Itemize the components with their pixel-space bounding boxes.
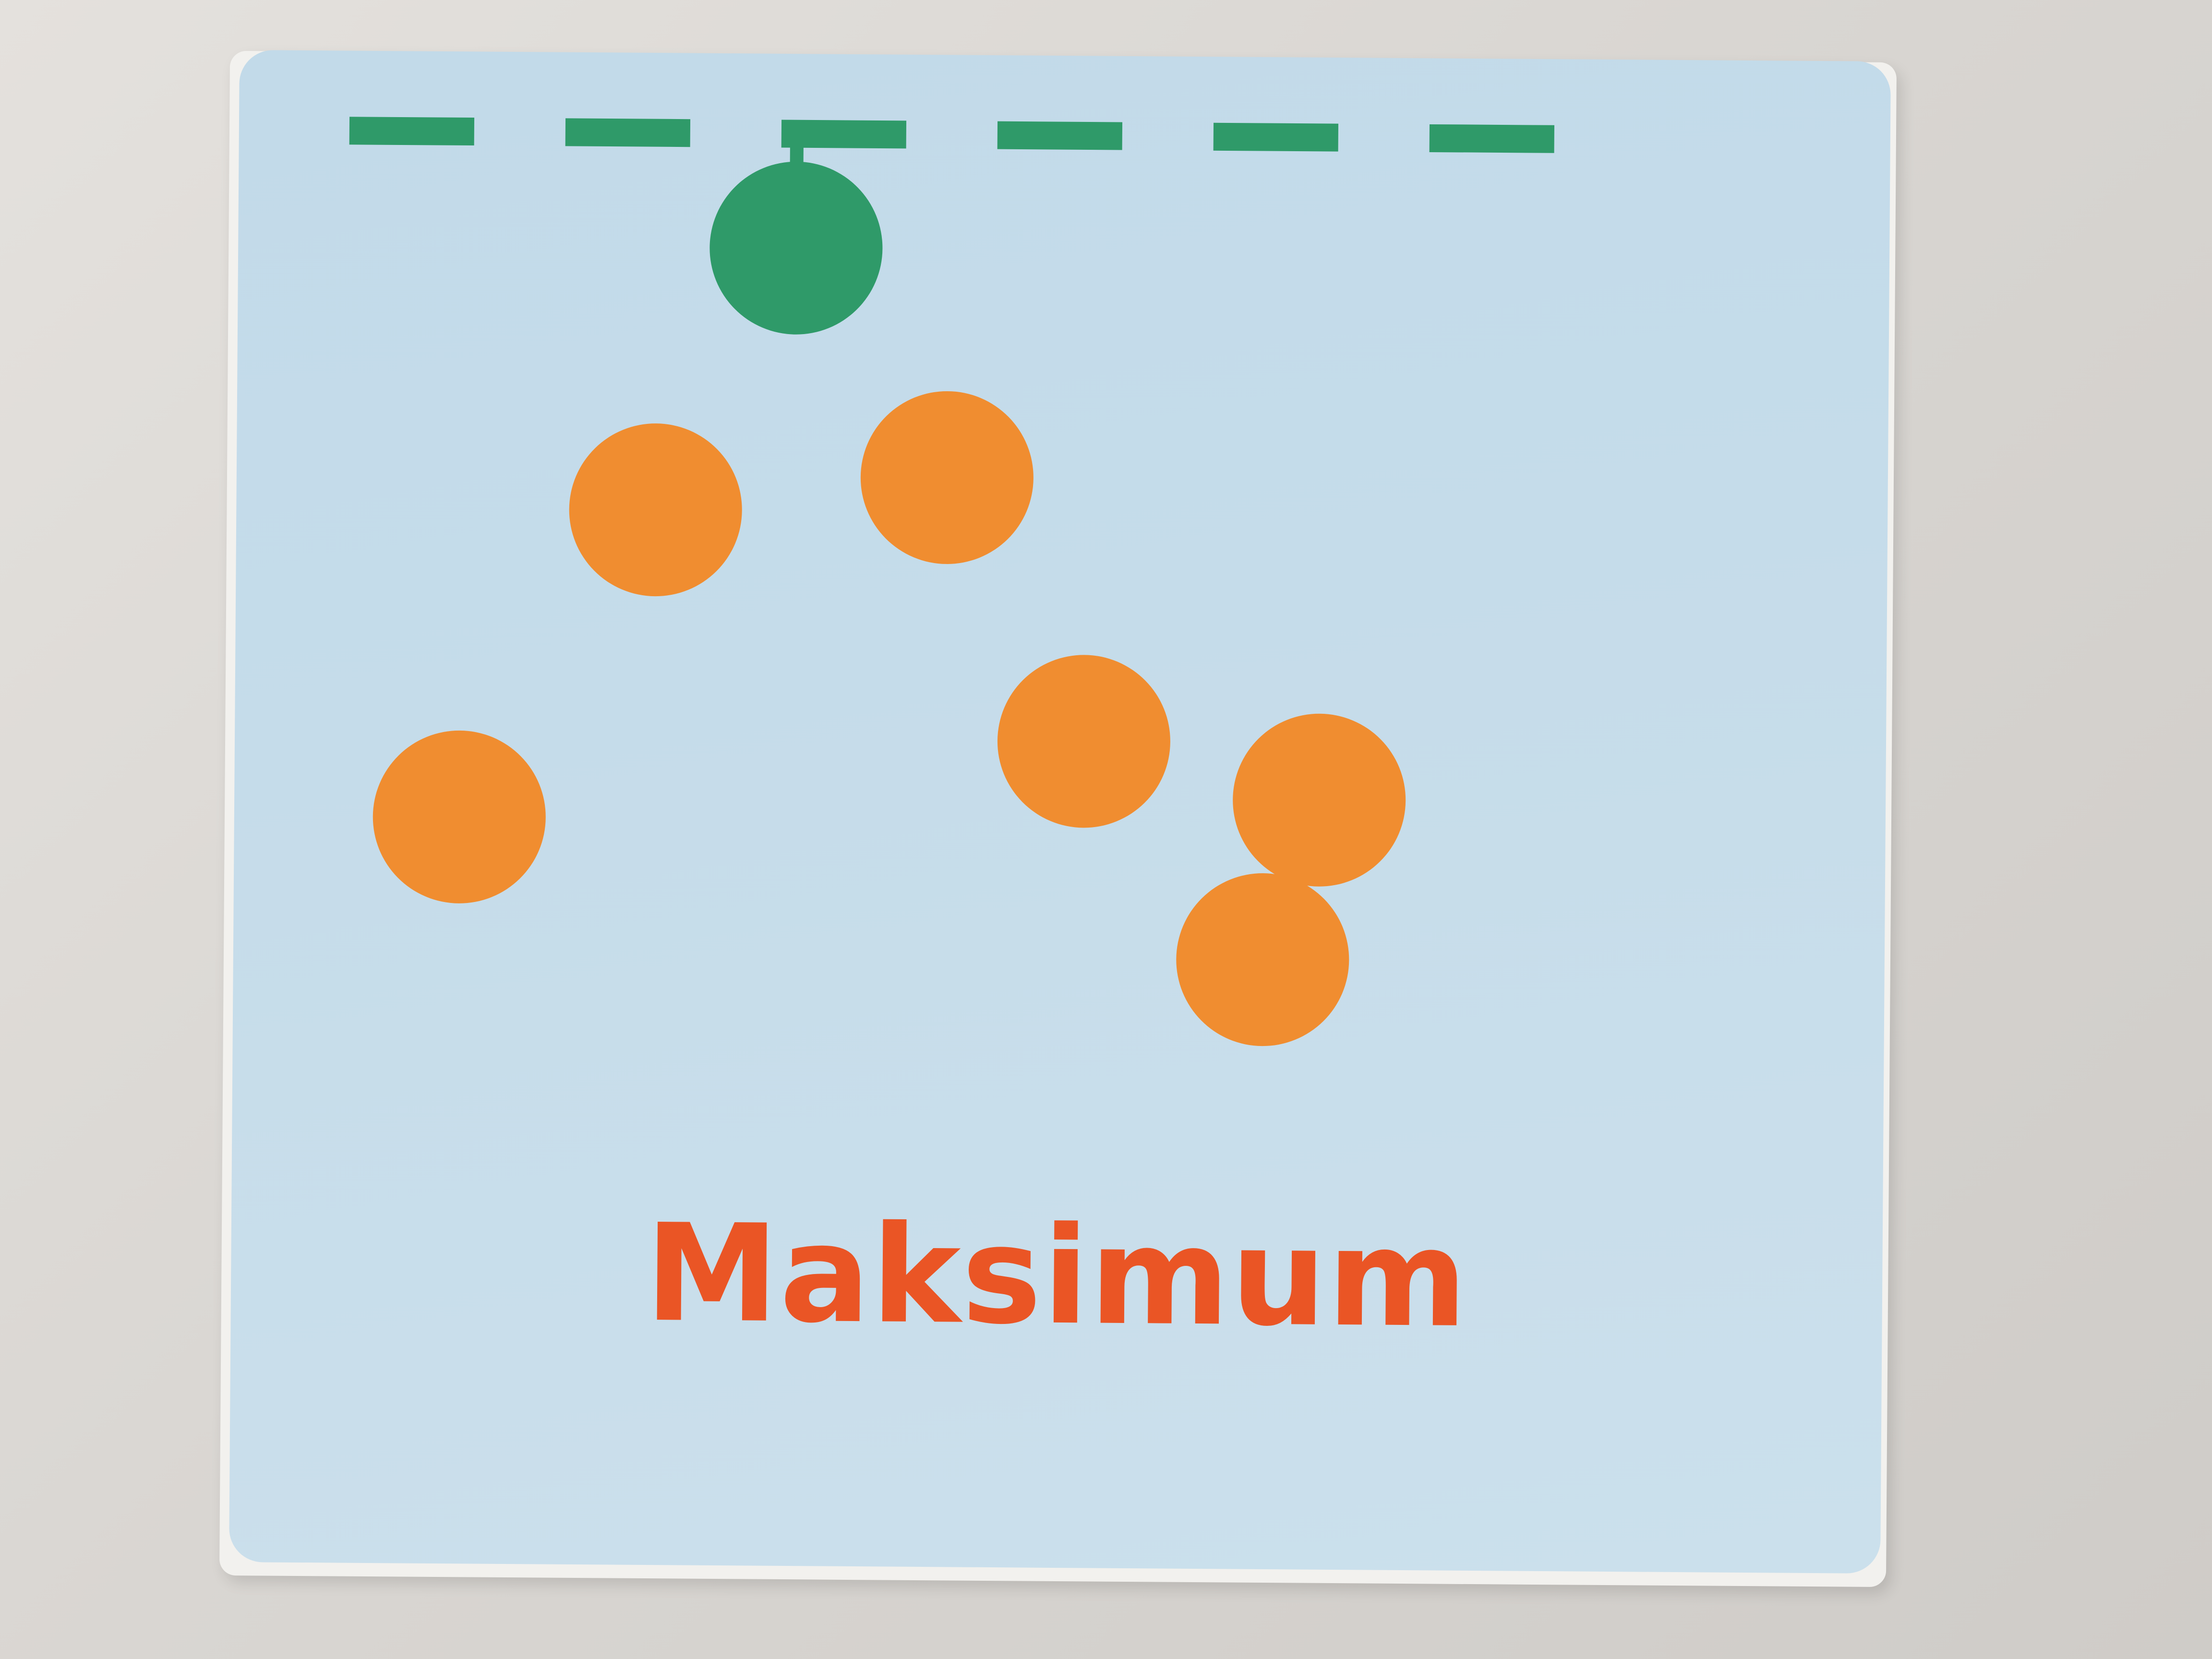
dot-diagram — [349, 117, 1584, 1046]
data-dot-4 — [860, 391, 1034, 564]
card-caption: Maksimum — [644, 1195, 1469, 1358]
maksimum-card: Maksimum — [229, 50, 1891, 1574]
data-dot-5 — [997, 655, 1170, 828]
dashed-line — [349, 117, 1584, 154]
data-dot-1 — [373, 730, 546, 903]
data-dot-7 — [1233, 713, 1406, 887]
data-dot-6 — [1176, 873, 1349, 1046]
data-dot-2 — [569, 423, 742, 597]
maximum-dot — [709, 161, 883, 335]
